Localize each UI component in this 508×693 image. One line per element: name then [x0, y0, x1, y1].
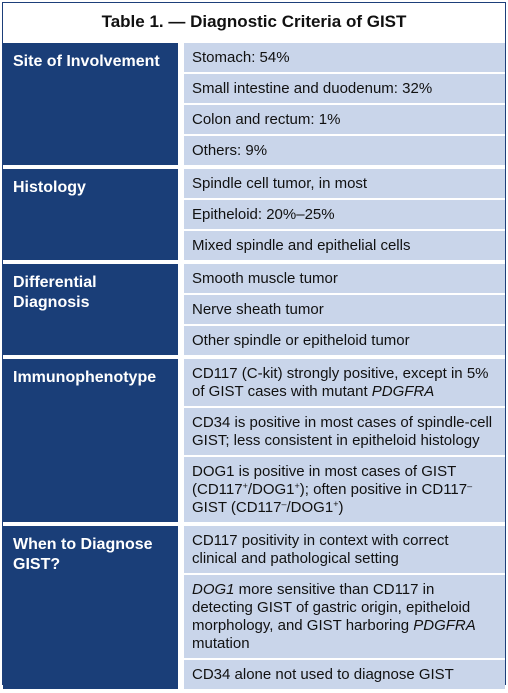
- category-immunophenotype: Immunophenotype: [3, 357, 184, 526]
- criteria-cell: Nerve sheath tumor: [181, 294, 505, 326]
- criteria-cell: Smooth muscle tumor: [181, 262, 505, 295]
- table-row: CD34 is positive in most cases of spindl…: [3, 407, 505, 457]
- table-row: Others: 9%: [3, 135, 505, 169]
- criteria-cell: Others: 9%: [181, 135, 505, 169]
- criteria-cell: DOG1 more sensitive than CD117 in detect…: [181, 574, 505, 660]
- category-histology: Histology: [3, 167, 184, 264]
- criteria-cell: Colon and rectum: 1%: [181, 104, 505, 136]
- table-row: Small intestine and duodenum: 32%: [3, 73, 505, 105]
- category-differential-diagnosis: Differential Diagnosis: [3, 262, 184, 359]
- table-row: DOG1 more sensitive than CD117 in detect…: [3, 574, 505, 660]
- table-row: Epitheloid: 20%–25%: [3, 199, 505, 231]
- category-when-to-diagnose: When to Diagnose GIST?: [3, 524, 184, 693]
- table-row: Histology Spindle cell tumor, in most: [3, 167, 505, 264]
- table-row: Mixed spindle and epithelial cells: [3, 230, 505, 264]
- criteria-cell: Small intestine and duodenum: 32%: [181, 73, 505, 105]
- criteria-cell: CD34 alone not used to diagnose GIST: [181, 659, 505, 693]
- diagnostic-criteria-table: Site of Involvement Stomach: 54% Small i…: [3, 43, 505, 693]
- table-title: Table 1. — Diagnostic Criteria of GIST: [101, 12, 407, 31]
- table-row: When to Diagnose GIST? CD117 positivity …: [3, 524, 505, 693]
- criteria-cell: Spindle cell tumor, in most: [181, 167, 505, 200]
- criteria-cell: CD34 is positive in most cases of spindl…: [181, 407, 505, 457]
- table-row: Differential Diagnosis Smooth muscle tum…: [3, 262, 505, 359]
- category-site-of-involvement: Site of Involvement: [3, 43, 184, 169]
- criteria-cell: DOG1 is positive in most cases of GIST (…: [181, 456, 505, 526]
- criteria-cell: Epitheloid: 20%–25%: [181, 199, 505, 231]
- criteria-cell: CD117 (C-kit) strongly positive, except …: [181, 357, 505, 408]
- table-row: DOG1 is positive in most cases of GIST (…: [3, 456, 505, 526]
- table-row: Other spindle or epitheloid tumor: [3, 325, 505, 359]
- table-row: Nerve sheath tumor: [3, 294, 505, 326]
- criteria-cell: Mixed spindle and epithelial cells: [181, 230, 505, 264]
- table-row: Immunophenotype CD117 (C-kit) strongly p…: [3, 357, 505, 526]
- criteria-cell: CD117 positivity in context with correct…: [181, 524, 505, 575]
- criteria-cell: Stomach: 54%: [181, 43, 505, 74]
- criteria-cell: Other spindle or epitheloid tumor: [181, 325, 505, 359]
- table-row: Colon and rectum: 1%: [3, 104, 505, 136]
- table-row: Site of Involvement Stomach: 54%: [3, 43, 505, 169]
